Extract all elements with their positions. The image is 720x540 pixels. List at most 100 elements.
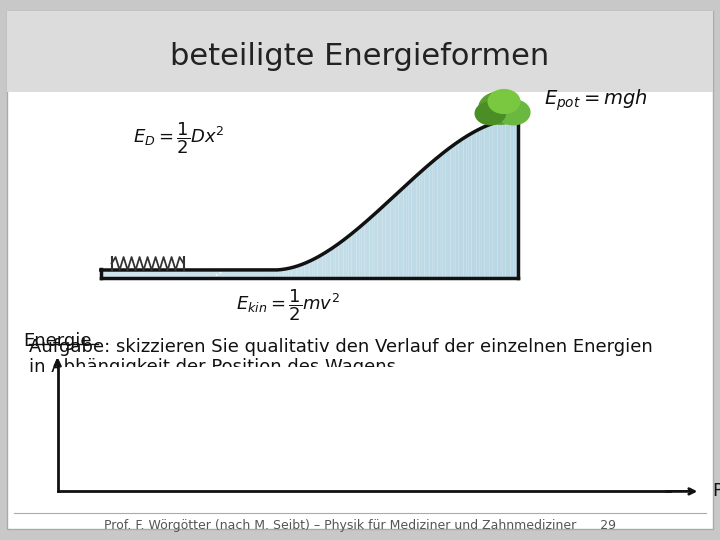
Polygon shape — [438, 156, 440, 278]
Polygon shape — [260, 270, 263, 278]
Polygon shape — [289, 268, 292, 278]
Polygon shape — [461, 138, 464, 278]
Polygon shape — [145, 270, 148, 278]
Polygon shape — [341, 240, 343, 278]
Polygon shape — [315, 257, 318, 278]
Polygon shape — [510, 119, 513, 278]
Polygon shape — [179, 270, 181, 278]
Polygon shape — [200, 270, 202, 278]
Circle shape — [488, 90, 520, 113]
Polygon shape — [432, 160, 435, 278]
Polygon shape — [255, 270, 258, 278]
Polygon shape — [354, 230, 356, 278]
Polygon shape — [482, 127, 485, 278]
Polygon shape — [234, 270, 236, 278]
Polygon shape — [244, 270, 247, 278]
Polygon shape — [328, 249, 330, 278]
FancyBboxPatch shape — [7, 11, 713, 529]
Polygon shape — [114, 270, 117, 278]
Polygon shape — [130, 270, 132, 278]
Polygon shape — [208, 270, 210, 278]
Polygon shape — [286, 268, 289, 278]
Polygon shape — [150, 270, 153, 278]
Polygon shape — [258, 270, 260, 278]
Polygon shape — [229, 270, 231, 278]
Polygon shape — [513, 119, 516, 278]
Polygon shape — [153, 270, 156, 278]
Polygon shape — [312, 259, 315, 278]
Polygon shape — [472, 132, 474, 278]
Text: beteiligte Energieformen: beteiligte Energieformen — [171, 42, 549, 71]
Polygon shape — [490, 124, 492, 278]
Polygon shape — [226, 270, 229, 278]
Polygon shape — [359, 225, 361, 278]
Polygon shape — [445, 149, 448, 278]
Polygon shape — [192, 270, 194, 278]
Polygon shape — [300, 265, 302, 278]
Polygon shape — [276, 270, 279, 278]
Polygon shape — [498, 121, 500, 278]
Polygon shape — [184, 270, 187, 278]
Polygon shape — [242, 270, 244, 278]
Polygon shape — [101, 270, 104, 278]
Polygon shape — [485, 126, 487, 278]
Polygon shape — [148, 270, 150, 278]
Polygon shape — [221, 270, 223, 278]
Polygon shape — [361, 223, 364, 278]
Polygon shape — [343, 238, 346, 278]
Polygon shape — [508, 119, 510, 278]
Polygon shape — [132, 270, 135, 278]
Polygon shape — [393, 194, 396, 278]
Text: $E_{pot} = mgh$: $E_{pot} = mgh$ — [544, 87, 647, 113]
Polygon shape — [187, 270, 189, 278]
Polygon shape — [505, 119, 508, 278]
Text: Energie: Energie — [23, 332, 92, 350]
Polygon shape — [469, 133, 472, 278]
Polygon shape — [367, 219, 369, 278]
Circle shape — [497, 100, 530, 125]
Polygon shape — [385, 202, 388, 278]
Polygon shape — [409, 180, 411, 278]
Polygon shape — [122, 270, 125, 278]
Polygon shape — [223, 270, 226, 278]
Polygon shape — [174, 270, 176, 278]
Polygon shape — [202, 270, 205, 278]
Polygon shape — [487, 125, 490, 278]
Polygon shape — [106, 270, 109, 278]
Polygon shape — [388, 199, 390, 278]
Polygon shape — [320, 254, 323, 278]
Polygon shape — [273, 270, 276, 278]
Polygon shape — [156, 270, 158, 278]
Polygon shape — [181, 270, 184, 278]
Polygon shape — [495, 122, 498, 278]
Polygon shape — [292, 267, 294, 278]
Polygon shape — [435, 158, 438, 278]
Polygon shape — [456, 141, 459, 278]
Polygon shape — [307, 261, 310, 278]
Polygon shape — [333, 246, 336, 278]
Polygon shape — [117, 270, 119, 278]
Polygon shape — [417, 173, 419, 278]
Polygon shape — [231, 270, 234, 278]
Polygon shape — [143, 270, 145, 278]
Polygon shape — [464, 137, 467, 278]
Polygon shape — [104, 270, 106, 278]
Text: $E_D = \dfrac{1}{2}Dx^2$: $E_D = \dfrac{1}{2}Dx^2$ — [133, 120, 225, 156]
Polygon shape — [323, 253, 325, 278]
Polygon shape — [380, 207, 383, 278]
Polygon shape — [250, 270, 252, 278]
Polygon shape — [336, 244, 338, 278]
Polygon shape — [112, 270, 114, 278]
Polygon shape — [503, 120, 505, 278]
Polygon shape — [364, 221, 367, 278]
Polygon shape — [189, 270, 192, 278]
Polygon shape — [443, 151, 445, 278]
Circle shape — [479, 92, 522, 124]
Polygon shape — [500, 120, 503, 278]
Polygon shape — [247, 270, 250, 278]
Polygon shape — [297, 265, 300, 278]
Polygon shape — [252, 270, 255, 278]
Polygon shape — [422, 168, 425, 278]
Polygon shape — [396, 192, 398, 278]
Polygon shape — [168, 270, 171, 278]
